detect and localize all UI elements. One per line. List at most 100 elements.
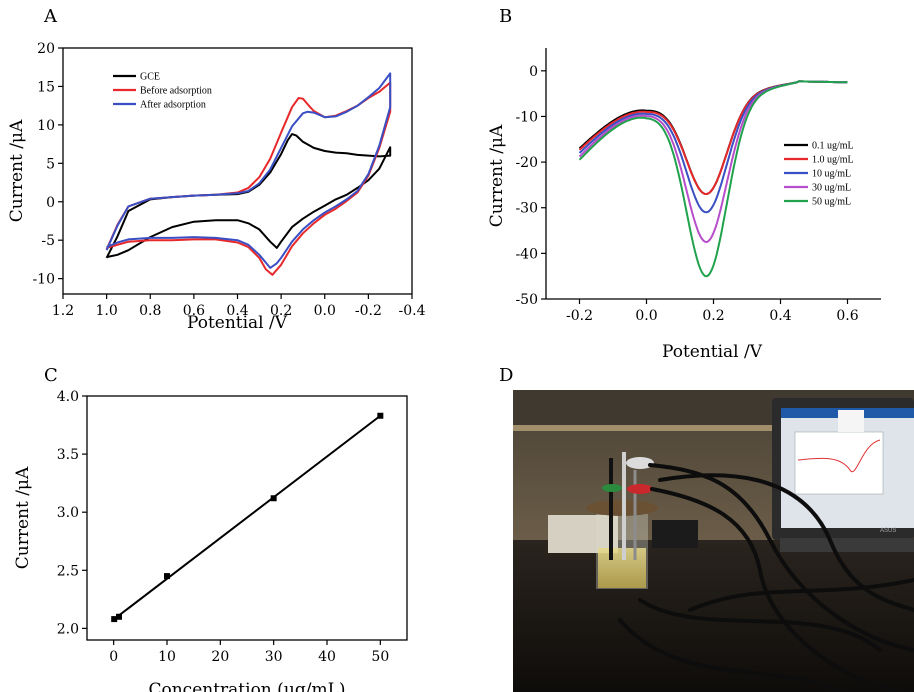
panel-a-x-tick-label: 0.4 — [226, 303, 248, 319]
panel-b-series — [578, 80, 848, 278]
panel-a-series-3-line — [105, 72, 392, 269]
alligator-clip-green — [602, 484, 622, 492]
panel-c-x-tick-label: 50 — [371, 649, 389, 665]
panel-a-frame — [62, 47, 413, 295]
panel-c-chart: 0 10 20 30 40 50 2.0 2.5 3.0 3.5 4.0 Concentration… — [13, 389, 408, 692]
panel-b-legend-label: 30 ug/mL — [812, 183, 851, 194]
beaker — [586, 452, 658, 589]
panel-b-legend: 0.1 ug/mL 1.0 ug/mL 10 ug/mL 30 ug/mL 50 ug/… — [784, 141, 854, 208]
panel-a-x-tick-label: -0.4 — [399, 303, 426, 319]
panel-b-series-4-line — [578, 80, 848, 244]
photo-shelf-edge — [513, 425, 914, 431]
cable-3 — [658, 473, 914, 612]
laptop-base — [780, 538, 914, 552]
panel-b-legend-label: 50 ug/mL — [812, 197, 851, 208]
panel-b-y-tick-label: -30 — [515, 201, 538, 217]
panel-c-y-tick-label: 4.0 — [57, 389, 79, 405]
panel-a-x-tick-label: 1.0 — [95, 303, 117, 319]
panel-b-series-5-line — [578, 80, 848, 278]
panel-b-chart: -0.2 0.0 0.2 0.4 0.6 -50 -40 -30 -20 -10 0 0.1 ug/… — [487, 48, 881, 362]
panel-a-y-tick-label: 0 — [46, 195, 55, 211]
panel-b-y-tick-label: -10 — [515, 109, 538, 125]
panel-c-data-point — [270, 495, 277, 502]
panel-c-frame — [86, 395, 408, 641]
panel-c-y-tick-label: 2.5 — [57, 563, 79, 579]
panel-c-fit-line — [113, 414, 381, 620]
panel-c-x-tick-label: 10 — [158, 649, 176, 665]
panel-a-letter: A — [43, 6, 58, 27]
panel-c-series — [111, 412, 384, 623]
panel-b-letter: B — [499, 6, 512, 27]
panel-b-series-3-line — [578, 80, 848, 214]
cable-6 — [688, 578, 914, 612]
alligator-clip-red — [627, 484, 653, 494]
panel-a-y-tick-label: -10 — [32, 272, 55, 288]
panel-a-y-tick-label: -5 — [41, 233, 55, 249]
panel-c-data-point — [111, 616, 118, 623]
panel-a-x-tick-label: 0.6 — [183, 303, 205, 319]
panel-c-letter: C — [44, 365, 58, 386]
panel-b-y-tick-label: 0 — [529, 64, 538, 80]
panel-d-photo: ASUS — [513, 390, 914, 692]
panel-a-y-tick-label: 20 — [37, 41, 55, 57]
panel-b-y-tick-label: -40 — [515, 246, 538, 262]
panel-c-x-axis-label: Concentration (μg/mL) — [148, 680, 345, 692]
instrument-box — [548, 515, 618, 553]
panel-a-x-tick-label: 0.2 — [270, 303, 292, 319]
panel-c-y-tick-label: 3.5 — [57, 447, 79, 463]
panel-b-legend-label: 1.0 ug/mL — [812, 155, 854, 166]
panel-c-ticks: 0 10 20 30 40 50 2.0 2.5 3.0 3.5 4.0 — [57, 389, 390, 665]
panel-c-y-axis-label: Current /μA — [13, 466, 33, 569]
laptop-screen-curve — [797, 439, 881, 473]
panel-c-x-tick-label: 20 — [211, 649, 229, 665]
laptop-brand: ASUS — [880, 528, 896, 534]
panel-b-series-1-line — [578, 80, 848, 195]
panel-b-x-tick-label: 0.6 — [836, 308, 858, 324]
panel-b-x-tick-label: -0.2 — [566, 308, 593, 324]
panel-c-y-tick-label: 2.0 — [57, 621, 79, 637]
laptop: ASUS — [772, 398, 914, 552]
panel-d-letter: D — [499, 365, 513, 386]
panel-b-x-tick-label: 0.2 — [702, 308, 724, 324]
laptop-screen-plot — [794, 431, 884, 495]
panel-b-y-tick-label: -20 — [515, 155, 538, 171]
cable-2 — [650, 487, 902, 692]
panel-a-chart: 1.2 1.0 0.8 0.6 0.4 0.2 0.0 -0.2 -0.4 -10 -5 0 5 10 15… — [7, 41, 426, 333]
panel-b-y-axis-label: Current /μA — [487, 124, 507, 227]
panel-a-x-tick-label: -0.2 — [355, 303, 382, 319]
panel-b-x-tick-label: 0.0 — [635, 308, 657, 324]
instrument-device — [652, 520, 698, 548]
panel-a-legend-label: GCE — [140, 72, 160, 83]
panel-a-legend-label: After adsorption — [140, 100, 206, 111]
panel-b-legend-label: 0.1 ug/mL — [812, 141, 854, 152]
cables — [618, 463, 914, 692]
panel-a-y-tick-label: 5 — [46, 156, 55, 172]
panel-b-legend-label: 10 ug/mL — [812, 169, 851, 180]
panel-a-x-tick-label: 0.0 — [314, 303, 336, 319]
panel-b-x-axis-label: Potential /V — [662, 342, 763, 362]
panel-a-x-tick-label: 1.2 — [52, 303, 74, 319]
panel-c-y-tick-label: 3.0 — [57, 505, 79, 521]
panel-c-x-tick-label: 40 — [318, 649, 336, 665]
cable-4 — [638, 598, 882, 652]
panel-a-y-axis-label: Current /μA — [7, 119, 27, 222]
panel-c-x-tick-label: 0 — [109, 649, 118, 665]
panel-c-data-point — [164, 573, 170, 580]
panel-a-y-tick-label: 15 — [37, 79, 55, 95]
panel-a-ticks: 1.2 1.0 0.8 0.6 0.4 0.2 0.0 -0.2 -0.4 -10 -5 0 5 10 15… — [32, 41, 425, 319]
cable-1 — [648, 463, 914, 652]
panel-c-data-point — [377, 412, 384, 419]
panel-a-x-axis-label: Potential /V — [187, 313, 288, 333]
panel-a-y-tick-label: 10 — [37, 118, 55, 134]
panel-c-data-point — [116, 613, 122, 620]
panel-c-x-tick-label: 30 — [265, 649, 283, 665]
panel-a-legend-label: Before adsorption — [140, 86, 212, 97]
panel-b-series-2-line — [578, 80, 848, 195]
panel-b-x-tick-label: 0.4 — [769, 308, 791, 324]
panel-b-y-tick-label: -50 — [515, 292, 538, 308]
panel-a-x-tick-label: 0.8 — [139, 303, 161, 319]
alligator-clip-white — [626, 457, 654, 469]
panel-b-ticks: -0.2 0.0 0.2 0.4 0.6 -50 -40 -30 -20 -10 0 — [515, 64, 858, 324]
panel-a-legend: GCE Before adsorption After adsorption — [113, 72, 212, 111]
